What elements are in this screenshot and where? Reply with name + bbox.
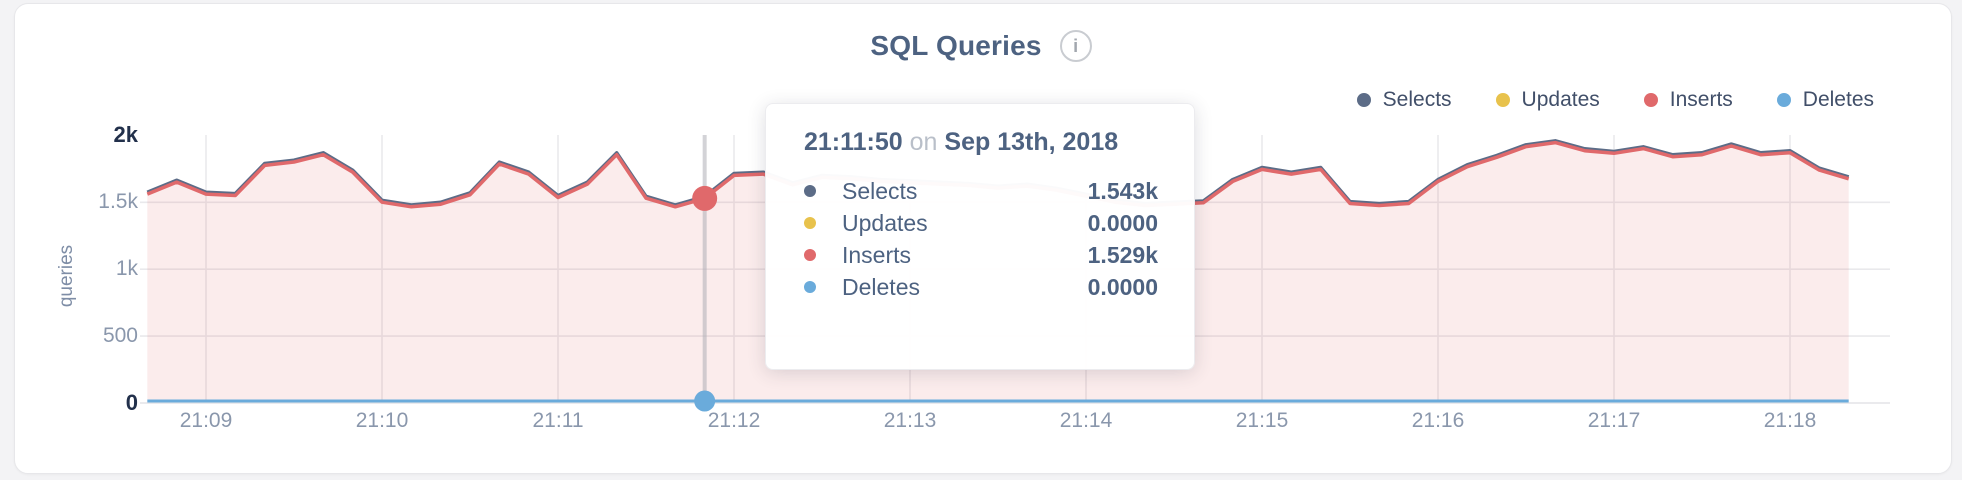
x-tick-label: 21:17 xyxy=(1587,409,1641,432)
legend-label: Updates xyxy=(1521,88,1600,111)
deletes-dot-icon xyxy=(804,281,816,293)
y-tick-label: 1.5k xyxy=(98,190,138,214)
legend-label: Deletes xyxy=(1802,88,1874,111)
selects-dot-icon xyxy=(804,185,816,197)
legend-item-inserts[interactable]: Inserts xyxy=(1643,88,1733,112)
x-tick-label: 21:11 xyxy=(532,409,584,432)
y-tick-label: 2k xyxy=(113,122,138,148)
hover-tooltip: 21:11:50 on Sep 13th, 2018 Selects 1.543… xyxy=(765,103,1195,370)
updates-dot-icon xyxy=(804,217,816,229)
x-tick-label: 21:15 xyxy=(1235,409,1289,432)
tooltip-row-value: 0.0000 xyxy=(1087,209,1158,236)
x-tick-label: 21:16 xyxy=(1411,409,1465,432)
x-tick-label: 21:13 xyxy=(883,409,937,432)
tooltip-time: 21:11:50 xyxy=(804,128,903,156)
info-icon[interactable]: i xyxy=(1059,30,1092,62)
legend-item-updates[interactable]: Updates xyxy=(1495,88,1600,112)
tooltip-row-updates: Updates 0.0000 xyxy=(804,207,1158,239)
legend-label: Selects xyxy=(1382,88,1452,111)
inserts-hover-dot xyxy=(692,185,718,211)
x-tick-label: 21:12 xyxy=(707,409,761,432)
y-tick-label: 500 xyxy=(102,324,138,348)
tooltip-row-label: Deletes xyxy=(842,273,920,300)
tooltip-row-selects: Selects 1.543k xyxy=(804,175,1158,207)
deletes-hover-dot xyxy=(694,390,716,412)
tooltip-row-label: Inserts xyxy=(842,241,912,268)
deletes-dot-icon xyxy=(1776,93,1791,107)
y-tick-label: 0 xyxy=(125,390,138,415)
inserts-dot-icon xyxy=(1643,93,1658,107)
tooltip-row-label: Selects xyxy=(842,177,918,204)
x-tick-label: 21:09 xyxy=(179,409,233,432)
tooltip-date: Sep 13th, 2018 xyxy=(944,128,1119,156)
tooltip-title: 21:11:50 on Sep 13th, 2018 xyxy=(804,128,1158,157)
chart-header: SQL Queries i xyxy=(0,26,1962,66)
legend-label: Inserts xyxy=(1669,88,1733,111)
legend: Selects Updates Inserts Deletes xyxy=(1356,88,1874,112)
x-tick-label: 21:10 xyxy=(355,409,409,432)
selects-dot-icon xyxy=(1356,93,1371,107)
tooltip-row-label: Updates xyxy=(842,209,928,236)
updates-dot-icon xyxy=(1495,93,1510,107)
y-tick-label: 1k xyxy=(115,257,138,281)
legend-item-selects[interactable]: Selects xyxy=(1356,88,1452,112)
tooltip-row-value: 0.0000 xyxy=(1087,273,1158,300)
tooltip-row-inserts: Inserts 1.529k xyxy=(804,239,1158,271)
tooltip-row-value: 1.529k xyxy=(1087,241,1158,268)
x-tick-label: 21:14 xyxy=(1059,409,1113,432)
tooltip-row-value: 1.543k xyxy=(1087,177,1158,204)
tooltip-connector: on xyxy=(909,128,938,156)
inserts-dot-icon xyxy=(804,249,816,261)
page-title: SQL Queries xyxy=(870,30,1042,61)
legend-item-deletes[interactable]: Deletes xyxy=(1776,88,1874,112)
x-tick-label: 21:18 xyxy=(1763,409,1817,432)
tooltip-row-deletes: Deletes 0.0000 xyxy=(804,271,1158,303)
